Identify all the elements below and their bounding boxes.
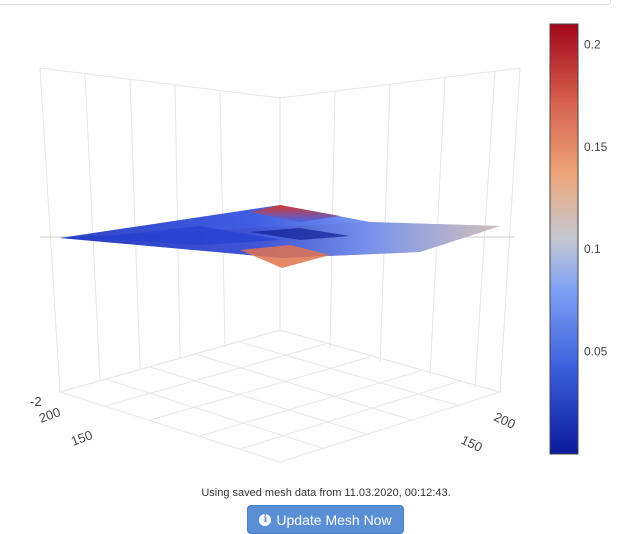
x-tick-label-200: 200 <box>37 404 63 426</box>
colorbar-tick-label: 0.1 <box>584 242 601 256</box>
x-tick-label-150: 150 <box>69 427 95 449</box>
y-tick-label-200: 200 <box>492 409 518 432</box>
update-mesh-button-label: Update Mesh Now <box>276 511 392 528</box>
panel-border <box>0 0 611 5</box>
z-tick-label: -2 <box>30 394 42 409</box>
update-mesh-button[interactable]: i Update Mesh Now <box>247 505 404 534</box>
y-tick-label-150: 150 <box>459 432 485 455</box>
colorbar: 0.2 0.15 0.1 0.05 <box>549 23 608 455</box>
floor-grid <box>59 329 502 463</box>
info-circle-icon: i <box>259 513 272 526</box>
mesh-3d-plot[interactable]: -2 200 150 200 150 0.2 0.15 0.1 0.05 <box>0 0 627 470</box>
mesh-status-text: Using saved mesh data from 11.03.2020, 0… <box>201 487 451 499</box>
colorbar-tick-label: 0.15 <box>584 140 608 154</box>
colorbar-gradient <box>549 23 579 455</box>
colorbar-tick-label: 0.2 <box>584 37 601 51</box>
mesh-surface[interactable] <box>60 205 500 268</box>
colorbar-tick-label: 0.05 <box>584 345 608 359</box>
